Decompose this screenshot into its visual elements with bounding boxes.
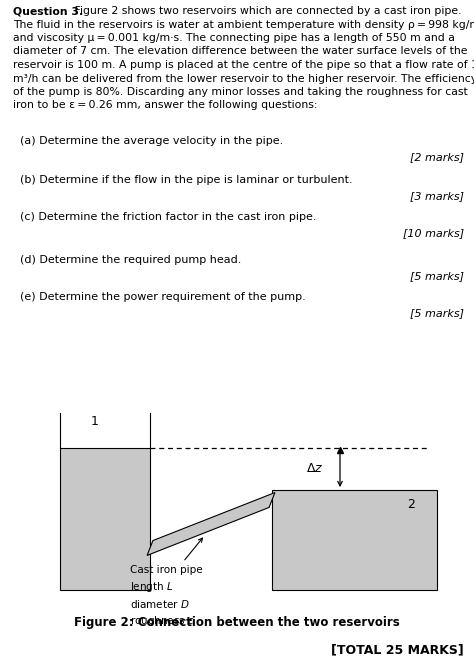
Text: [5 marks]: [5 marks] — [410, 308, 464, 318]
Text: The fluid in the reservoirs is water at ambient temperature with density ρ = 998: The fluid in the reservoirs is water at … — [13, 20, 474, 30]
Text: and viscosity μ = 0.001 kg/m·s. The connecting pipe has a length of 550 m and a: and viscosity μ = 0.001 kg/m·s. The conn… — [13, 33, 455, 43]
Text: (d) Determine the required pump head.: (d) Determine the required pump head. — [20, 255, 241, 265]
Text: $\Delta z$: $\Delta z$ — [306, 461, 323, 474]
Text: (b) Determine if the flow in the pipe is laminar or turbulent.: (b) Determine if the flow in the pipe is… — [20, 175, 353, 185]
Polygon shape — [147, 493, 275, 555]
Text: [3 marks]: [3 marks] — [410, 191, 464, 201]
Text: [TOTAL 25 MARKS]: [TOTAL 25 MARKS] — [331, 643, 464, 656]
Text: (e) Determine the power requirement of the pump.: (e) Determine the power requirement of t… — [20, 292, 306, 302]
Text: diameter of 7 cm. The elevation difference between the water surface levels of t: diameter of 7 cm. The elevation differen… — [13, 47, 467, 57]
Bar — [60, 448, 150, 590]
Text: Figure 2: Connection between the two reservoirs: Figure 2: Connection between the two res… — [74, 616, 400, 629]
Text: Question 3.: Question 3. — [13, 6, 83, 16]
Text: reservoir is 100 m. A pump is placed at the centre of the pipe so that a flow ra: reservoir is 100 m. A pump is placed at … — [13, 60, 474, 70]
Text: (c) Determine the friction factor in the cast iron pipe.: (c) Determine the friction factor in the… — [20, 212, 317, 222]
Text: 2: 2 — [407, 498, 415, 511]
Text: Cast iron pipe
length $L$
diameter $D$
roughness $\varepsilon$: Cast iron pipe length $L$ diameter $D$ r… — [130, 565, 202, 629]
Bar — [272, 490, 437, 590]
Text: of the pump is 80%. Discarding any minor losses and taking the roughness for cas: of the pump is 80%. Discarding any minor… — [13, 87, 468, 97]
Text: m³/h can be delivered from the lower reservoir to the higher reservoir. The effi: m³/h can be delivered from the lower res… — [13, 74, 474, 83]
Text: 1: 1 — [91, 415, 99, 428]
Text: [10 marks]: [10 marks] — [403, 228, 464, 238]
Text: (a) Determine the average velocity in the pipe.: (a) Determine the average velocity in th… — [20, 136, 283, 146]
Text: [2 marks]: [2 marks] — [410, 152, 464, 162]
Text: Figure 2 shows two reservoirs which are connected by a cast iron pipe.: Figure 2 shows two reservoirs which are … — [71, 6, 462, 16]
Text: [5 marks]: [5 marks] — [410, 271, 464, 281]
Text: iron to be ε = 0.26 mm, answer the following questions:: iron to be ε = 0.26 mm, answer the follo… — [13, 101, 318, 110]
